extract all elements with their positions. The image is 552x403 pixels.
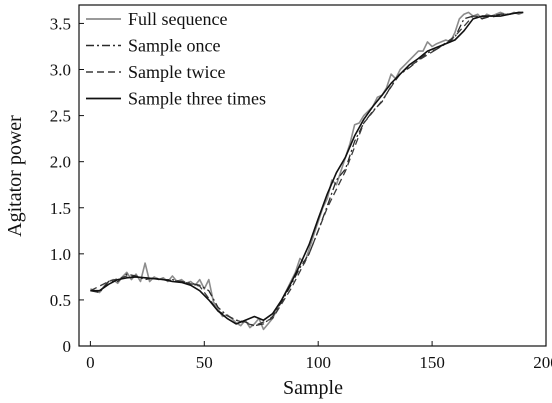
axes-layer: 0 50 100 150 200 0 0.5 1.0 1.5 2.0 2.5 3.0 3.5 [50,14,552,372]
x-tick-label: 100 [305,353,331,372]
x-axis-label: Sample [283,377,343,399]
y-tick-label: 0 [63,337,72,356]
y-tick-label: 2.5 [50,107,71,126]
y-tick-label: 2.0 [50,153,71,172]
y-tick-label: 1.0 [50,245,71,264]
series-line-full-sequence [90,11,524,331]
legend-label: Sample once [128,36,220,56]
plot-frame [78,4,547,347]
series-line-sample-twice [90,11,524,327]
legend-label: Sample three times [128,89,266,109]
x-tick-label: 200 [533,353,552,372]
series-line-sample-three-times [90,11,524,325]
legend-label: Full sequence [128,9,227,29]
y-axis-label: Agitator power [4,115,26,237]
y-tick-label: 3.0 [50,61,71,80]
x-tick-label: 50 [196,353,213,372]
legend: Full sequence Sample once Sample twice Samp… [86,9,266,109]
series-layer [90,11,524,331]
y-tick-label: 0.5 [50,291,71,310]
x-tick-label: 0 [86,353,95,372]
y-tick-label: 1.5 [50,199,71,218]
legend-label: Sample twice [128,62,225,82]
x-tick-label: 150 [419,353,445,372]
y-tick-label: 3.5 [50,14,71,33]
